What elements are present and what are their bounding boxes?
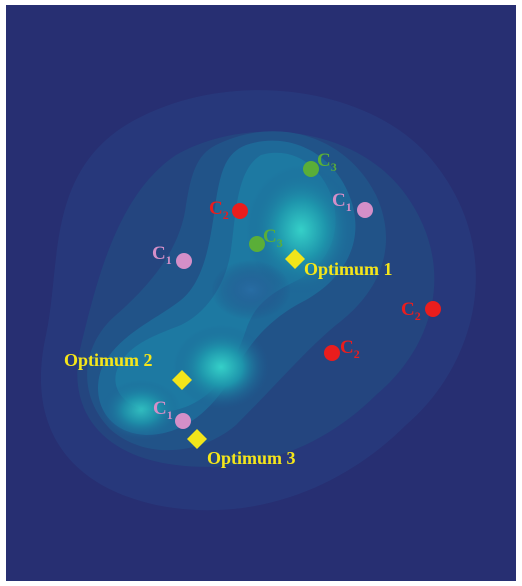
peak-region-top <box>246 165 356 295</box>
point-c3-mid-label-subscript: 3 <box>277 236 283 250</box>
point-c2-right-label-base: C <box>401 299 415 320</box>
ridge-region <box>211 260 291 320</box>
point-c3-mid-label: C3 <box>263 226 283 250</box>
optimum-2-marker <box>172 370 192 390</box>
contour-landscape-figure: C3 C1 C2 C3 C1 C2 C2 C1 Optimum 1 Optimum 2 Optimu… <box>6 5 516 581</box>
point-c1-top-right-label-base: C <box>332 190 346 211</box>
point-c1-bottom-label: C1 <box>153 398 173 422</box>
point-c3-top-label-base: C <box>317 150 331 171</box>
point-c2-top-label-subscript: 2 <box>223 208 229 222</box>
point-c3-top-label-subscript: 3 <box>331 160 337 174</box>
point-c2-top-marker <box>232 203 248 219</box>
point-c3-top-marker <box>303 161 319 177</box>
optimum-3-marker <box>187 429 207 449</box>
point-c1-bottom-marker <box>175 413 191 429</box>
point-c3-mid-marker <box>249 236 265 252</box>
optimum-2-label: Optimum 2 <box>64 350 153 370</box>
point-c2-center-marker <box>324 345 340 361</box>
point-c1-left-label: C1 <box>152 243 172 267</box>
point-c2-right-label: C2 <box>401 299 421 323</box>
point-c1-top-right-marker <box>357 202 373 218</box>
point-c1-left-label-base: C <box>152 243 166 264</box>
point-c2-center-label: C2 <box>340 337 360 361</box>
optimum-3-label: Optimum 3 <box>207 448 296 468</box>
point-c2-top-label: C2 <box>209 198 229 222</box>
peak-region-middle <box>173 325 269 409</box>
point-c2-center-label-subscript: 2 <box>354 347 360 361</box>
point-c2-top-label-base: C <box>209 198 223 219</box>
peak-region-lower-left <box>101 380 181 440</box>
optimum-1-label: Optimum 1 <box>304 259 393 279</box>
point-c2-right-marker <box>425 301 441 317</box>
peak-regions <box>101 165 356 440</box>
point-c2-center-label-base: C <box>340 337 354 358</box>
point-c1-bottom-label-subscript: 1 <box>167 408 173 422</box>
point-c1-top-right-label-subscript: 1 <box>346 200 352 214</box>
point-c1-top-right-label: C1 <box>332 190 352 214</box>
point-c1-left-label-subscript: 1 <box>166 253 172 267</box>
point-c1-left-marker <box>176 253 192 269</box>
optimum-1-marker <box>285 249 305 269</box>
markers-layer <box>172 161 441 449</box>
point-c2-right-label-subscript: 2 <box>415 309 421 323</box>
point-c3-mid-label-base: C <box>263 226 277 247</box>
point-c1-bottom-label-base: C <box>153 398 167 419</box>
point-c3-top-label: C3 <box>317 150 337 174</box>
